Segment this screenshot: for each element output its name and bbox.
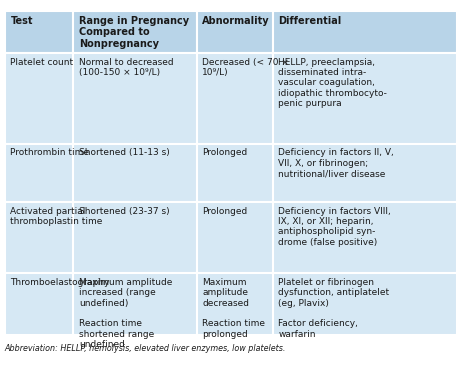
Text: Prothrombin time: Prothrombin time bbox=[10, 148, 90, 157]
Bar bbox=[273, 202, 457, 273]
Text: Platelet or fibrinogen
dysfunction, antiplatelet
(eg, Plavix)

Factor deficiency: Platelet or fibrinogen dysfunction, anti… bbox=[278, 278, 389, 339]
Text: Shortened (11-13 s): Shortened (11-13 s) bbox=[79, 148, 170, 157]
Text: Deficiency in factors VIII,
IX, XI, or XII; heparin,
antiphospholipid syn-
drome: Deficiency in factors VIII, IX, XI, or X… bbox=[278, 206, 391, 247]
Bar bbox=[5, 144, 73, 202]
Text: Maximum
amplitude
decreased

Reaction time
prolonged: Maximum amplitude decreased Reaction tim… bbox=[202, 278, 265, 339]
Text: Test: Test bbox=[10, 16, 33, 26]
Bar bbox=[73, 273, 197, 335]
Text: Prolonged: Prolonged bbox=[202, 148, 247, 157]
Bar bbox=[273, 144, 457, 202]
Bar bbox=[73, 11, 197, 53]
Bar bbox=[73, 202, 197, 273]
Bar bbox=[73, 53, 197, 144]
Text: Thromboelastography: Thromboelastography bbox=[10, 278, 110, 287]
Bar bbox=[73, 144, 197, 202]
Text: Range in Pregnancy
Compared to
Nonpregnancy: Range in Pregnancy Compared to Nonpregna… bbox=[79, 16, 189, 49]
Bar bbox=[197, 202, 273, 273]
Bar bbox=[273, 273, 457, 335]
Text: Maximum amplitude
increased (range
undefined)

Reaction time
shortened range
und: Maximum amplitude increased (range undef… bbox=[79, 278, 173, 349]
Text: Decreased (< 70 ×
10⁹/L): Decreased (< 70 × 10⁹/L) bbox=[202, 58, 289, 77]
Text: Abbreviation: HELLP, hemolysis, elevated liver enzymes, low platelets.: Abbreviation: HELLP, hemolysis, elevated… bbox=[5, 344, 286, 353]
Text: HELLP, preeclampsia,
disseminated intra-
vascular coagulation,
idiopathic thromb: HELLP, preeclampsia, disseminated intra-… bbox=[278, 58, 387, 108]
Text: Shortened (23-37 s): Shortened (23-37 s) bbox=[79, 206, 170, 215]
Text: Activated partial
thromboplastin time: Activated partial thromboplastin time bbox=[10, 206, 103, 226]
Bar bbox=[5, 53, 73, 144]
Bar bbox=[273, 53, 457, 144]
Bar bbox=[197, 11, 273, 53]
Text: Abnormality: Abnormality bbox=[202, 16, 270, 26]
Text: Deficiency in factors II, V,
VII, X, or fibrinogen;
nutritional/liver disease: Deficiency in factors II, V, VII, X, or … bbox=[278, 148, 394, 178]
Text: Prolonged: Prolonged bbox=[202, 206, 247, 215]
Text: Differential: Differential bbox=[278, 16, 341, 26]
Bar bbox=[5, 202, 73, 273]
Text: Platelet count: Platelet count bbox=[10, 58, 73, 67]
Text: Normal to decreased
(100-150 × 10⁹/L): Normal to decreased (100-150 × 10⁹/L) bbox=[79, 58, 174, 77]
Bar bbox=[197, 144, 273, 202]
Bar bbox=[197, 53, 273, 144]
Bar bbox=[5, 11, 73, 53]
Bar bbox=[5, 273, 73, 335]
Bar bbox=[273, 11, 457, 53]
Bar bbox=[197, 273, 273, 335]
